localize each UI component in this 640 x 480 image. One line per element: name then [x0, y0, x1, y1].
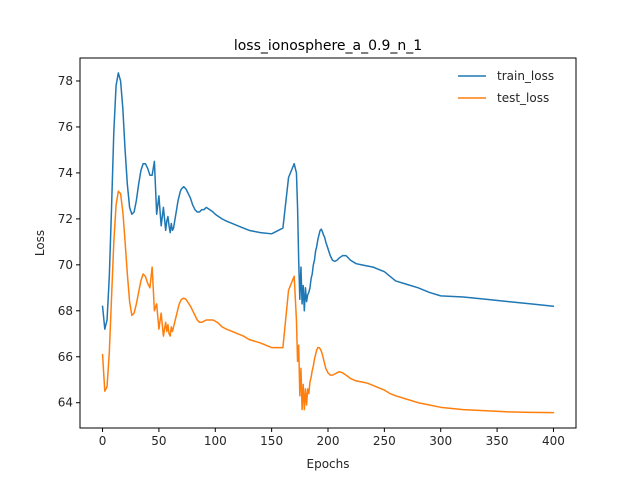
- y-tick-label: 64: [58, 396, 73, 410]
- y-tick-label: 66: [58, 350, 73, 364]
- x-tick-label: 200: [317, 434, 340, 448]
- x-tick-label: 350: [486, 434, 509, 448]
- x-tick-label: 400: [542, 434, 565, 448]
- series-line-test-loss: [101, 190, 555, 414]
- y-tick-label: 74: [58, 166, 73, 180]
- y-tick-label: 70: [58, 258, 73, 272]
- x-tick-label: 100: [204, 434, 227, 448]
- y-ticks: 64 66 68 70 72 74 76 78: [58, 74, 80, 410]
- x-tick-label: 150: [260, 434, 283, 448]
- series-layer: [101, 72, 555, 414]
- y-tick-label: 72: [58, 212, 73, 226]
- x-tick-label: 0: [99, 434, 107, 448]
- x-axis-label: Epochs: [307, 457, 350, 471]
- y-tick-label: 78: [58, 74, 73, 88]
- y-axis-label: Loss: [33, 230, 47, 256]
- x-tick-label: 250: [373, 434, 396, 448]
- legend: train_loss test_loss: [458, 69, 554, 105]
- chart-title: loss_ionosphere_a_0.9_n_1: [234, 38, 422, 54]
- x-tick-label: 50: [151, 434, 166, 448]
- legend-label-train-loss: train_loss: [497, 69, 554, 83]
- plot-background: [80, 58, 576, 428]
- y-tick-label: 76: [58, 120, 73, 134]
- y-tick-label: 68: [58, 304, 73, 318]
- series-line-train-loss: [101, 72, 555, 330]
- x-ticks: 0 50 100 150 200 250 300 350 400: [99, 428, 565, 448]
- plot-frame: [79, 57, 577, 429]
- legend-label-test-loss: test_loss: [497, 91, 549, 105]
- x-tick-label: 300: [429, 434, 452, 448]
